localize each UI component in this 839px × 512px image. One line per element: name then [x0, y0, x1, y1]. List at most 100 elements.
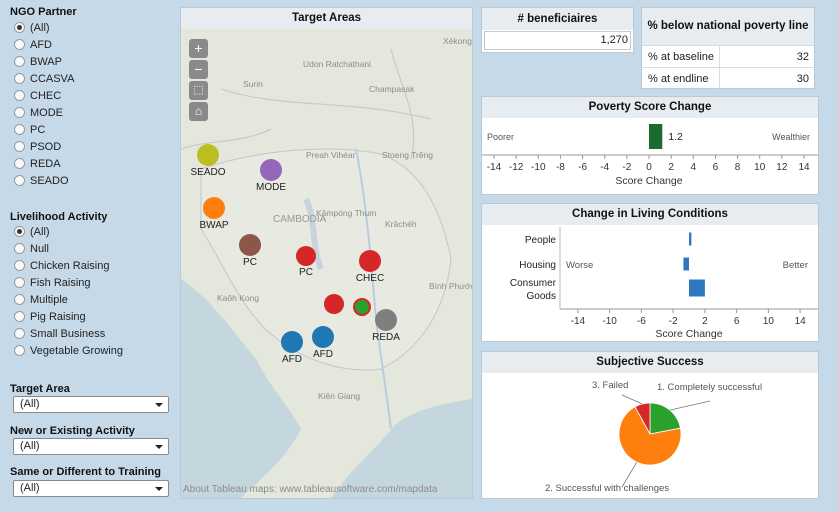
map-marker[interactable]	[312, 326, 334, 348]
zoom-in-button[interactable]: +	[189, 39, 208, 58]
x-tick-label: -14	[571, 316, 586, 327]
map-marker[interactable]	[375, 309, 397, 331]
radio-button-icon[interactable]	[14, 328, 25, 339]
living-conditions-bar[interactable]	[689, 279, 705, 297]
x-tick-label: 10	[763, 316, 775, 327]
ngo-partner-option[interactable]: (All)	[14, 19, 74, 36]
select-area-button[interactable]: ⬚	[189, 81, 208, 100]
radio-button-icon[interactable]	[14, 345, 25, 356]
radio-button-icon[interactable]	[14, 141, 25, 152]
map-marker[interactable]	[281, 331, 303, 353]
ngo-partner-option[interactable]: SEADO	[14, 172, 74, 189]
livelihood-option-label: Small Business	[30, 327, 106, 340]
pie-slice-label: 3. Failed	[592, 380, 628, 391]
map-place-label: Kaôh Kong	[217, 293, 260, 303]
map-marker[interactable]	[239, 234, 261, 256]
new-or-existing-dropdown[interactable]: (All)	[13, 438, 169, 455]
livelihood-option-label: Pig Raising	[30, 310, 86, 323]
category-label: People	[525, 235, 557, 246]
x-tick-label: -2	[622, 162, 631, 173]
pie-slice[interactable]	[634, 402, 651, 435]
ngo-partner-option[interactable]: AFD	[14, 36, 74, 53]
target-area-title: Target Area	[10, 383, 70, 395]
map-marker[interactable]	[353, 298, 371, 316]
ngo-partner-option-label: REDA	[30, 157, 61, 170]
livelihood-option-label: Chicken Raising	[30, 259, 110, 272]
table-row: % at endline 30	[642, 67, 814, 89]
radio-button-icon[interactable]	[14, 90, 25, 101]
category-label: Goods	[527, 291, 556, 302]
livelihood-activity-title: Livelihood Activity	[10, 211, 108, 223]
radio-button-icon[interactable]	[14, 260, 25, 271]
map-marker-label: AFD	[313, 349, 333, 360]
x-tick-label: 12	[776, 162, 788, 173]
ngo-partner-option[interactable]: CHEC	[14, 87, 74, 104]
map-marker-label: PC	[243, 257, 257, 268]
radio-button-icon[interactable]	[14, 22, 25, 33]
ngo-partner-option[interactable]: REDA	[14, 155, 74, 172]
poverty-score-bar[interactable]	[649, 124, 663, 149]
table-row: % at baseline 32	[642, 45, 814, 67]
map-marker-label: MODE	[256, 182, 286, 193]
living-conditions-bar[interactable]	[689, 232, 692, 246]
map-basemap	[181, 29, 472, 498]
home-button[interactable]: ⌂	[189, 102, 208, 121]
ngo-partner-option[interactable]: MODE	[14, 104, 74, 121]
radio-button-icon[interactable]	[14, 73, 25, 84]
radio-button-icon[interactable]	[14, 39, 25, 50]
livelihood-option[interactable]: Vegetable Growing	[14, 342, 123, 359]
ngo-partner-option[interactable]: PSOD	[14, 138, 74, 155]
livelihood-option[interactable]: Null	[14, 240, 123, 257]
map-marker[interactable]	[296, 246, 316, 266]
radio-button-icon[interactable]	[14, 56, 25, 67]
baseline-label: % at baseline	[648, 51, 715, 63]
livelihood-option[interactable]: Fish Raising	[14, 274, 123, 291]
worse-annotation: Worse	[566, 260, 593, 271]
livelihood-option-label: Vegetable Growing	[30, 344, 123, 357]
same-or-different-dropdown[interactable]: (All)	[13, 480, 169, 497]
beneficiaries-value: 1,270	[600, 34, 628, 46]
ngo-partner-option-label: MODE	[30, 106, 63, 119]
ngo-partner-option[interactable]: BWAP	[14, 53, 74, 70]
map-place-label: Xékong	[443, 36, 472, 46]
radio-button-icon[interactable]	[14, 124, 25, 135]
ngo-partner-option[interactable]: CCASVA	[14, 70, 74, 87]
pie-slice-label: 2. Successful with challenges	[545, 483, 669, 494]
radio-button-icon[interactable]	[14, 175, 25, 186]
livelihood-option-label: Multiple	[30, 293, 68, 306]
x-tick-label: 14	[798, 162, 810, 173]
x-tick-label: 2	[702, 316, 708, 327]
radio-button-icon[interactable]	[14, 243, 25, 254]
map-marker-label: BWAP	[199, 220, 229, 231]
livelihood-option[interactable]: Small Business	[14, 325, 123, 342]
map-marker[interactable]	[260, 159, 282, 181]
map-marker[interactable]	[359, 250, 381, 272]
living-conditions-bar[interactable]	[683, 257, 689, 271]
radio-button-icon[interactable]	[14, 311, 25, 322]
living-conditions-title: Change in Living Conditions	[482, 204, 818, 225]
radio-button-icon[interactable]	[14, 107, 25, 118]
x-tick-label: -4	[600, 162, 609, 173]
radio-button-icon[interactable]	[14, 277, 25, 288]
ngo-partner-option[interactable]: PC	[14, 121, 74, 138]
map-marker[interactable]	[203, 197, 225, 219]
radio-button-icon[interactable]	[14, 158, 25, 169]
new-or-existing-title: New or Existing Activity	[10, 425, 135, 437]
radio-button-icon[interactable]	[14, 226, 25, 237]
livelihood-option[interactable]: Chicken Raising	[14, 257, 123, 274]
map-place-label: Stoeng Trêng	[382, 150, 434, 160]
map-credit[interactable]: About Tableau maps: www.tableausoftware.…	[183, 484, 438, 495]
subjective-success-chart: 1. Completely successful 2. Successful wi…	[545, 380, 762, 494]
map-canvas[interactable]: + − ⬚ ⌂ Xékong Udon Ratchathani Surin Ch…	[181, 29, 472, 498]
x-tick-label: -10	[602, 316, 617, 327]
map-marker[interactable]	[324, 294, 344, 314]
map-marker-label: AFD	[282, 354, 302, 365]
livelihood-option[interactable]: (All)	[14, 223, 123, 240]
livelihood-option[interactable]: Multiple	[14, 291, 123, 308]
radio-button-icon[interactable]	[14, 294, 25, 305]
zoom-out-button[interactable]: −	[189, 60, 208, 79]
target-area-dropdown[interactable]: (All)	[13, 396, 169, 413]
livelihood-option[interactable]: Pig Raising	[14, 308, 123, 325]
map-marker[interactable]	[197, 144, 219, 166]
poverty-line-panel: % below national poverty line % at basel…	[641, 7, 815, 89]
